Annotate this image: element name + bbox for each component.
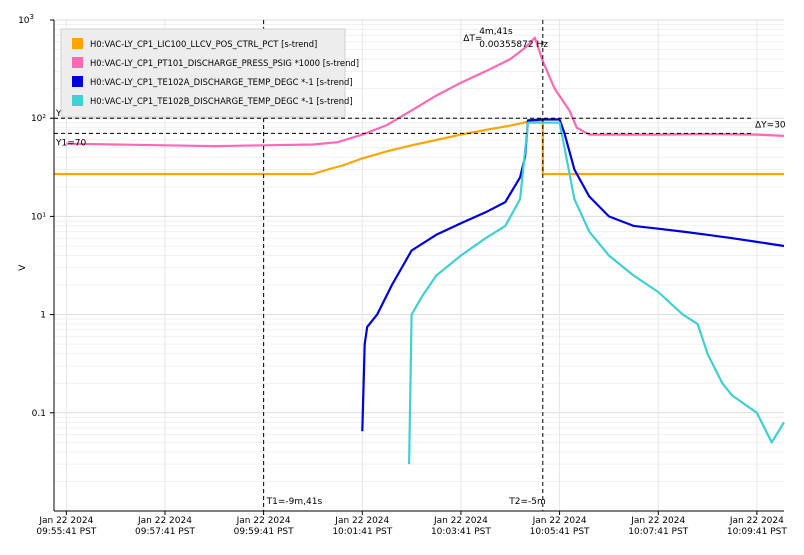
- x-tick-time: 10:09:41 PST: [727, 527, 787, 537]
- x-tick-time: 10:05:41 PST: [530, 527, 590, 537]
- legend-box: [60, 28, 346, 118]
- legend-entry: H0:VAC-LY_CP1_TE102A_DISCHARGE_TEMP_DEGC…: [90, 77, 353, 87]
- x-tick-time: 09:55:41 PST: [36, 527, 96, 537]
- legend-swatch: [72, 76, 83, 87]
- x-tick-label: Jan 22 2024: [433, 516, 488, 526]
- x-tick-time: 09:59:41 PST: [234, 527, 294, 537]
- x-tick-time: 10:07:41 PST: [628, 527, 688, 537]
- cursor-layer: T1=-9m,41sT2=-5mY1=70Y2=100ΔT=4m,41s0.00…: [54, 20, 786, 511]
- x-tick-label: Jan 22 2024: [729, 516, 784, 526]
- legend-entry: H0:VAC-LY_CP1_TE102B_DISCHARGE_TEMP_DEGC…: [90, 96, 353, 106]
- series-layer: [54, 36, 785, 465]
- series-discharge-press-line: [66, 36, 785, 148]
- x-tick-label: Jan 22 2024: [38, 516, 93, 526]
- x-tick-label: Jan 22 2024: [630, 516, 685, 526]
- x-tick-label: Jan 22 2024: [137, 516, 192, 526]
- x-tick-label: Jan 22 2024: [236, 516, 291, 526]
- series-te102a-temp-line: [361, 118, 785, 432]
- x-tick-time: 10:01:41 PST: [332, 527, 392, 537]
- legend-entry: H0:VAC-LY_CP1_PT101_DISCHARGE_PRESS_PSIG…: [90, 58, 359, 68]
- delta-y-label: ΔY=30: [755, 120, 786, 130]
- legend-swatch: [72, 95, 83, 106]
- y-tick-label: 1: [40, 311, 46, 321]
- y-tick-label: 10¹: [31, 212, 46, 222]
- x-tick-time: 09:57:41 PST: [135, 527, 195, 537]
- legend-entry: H0:VAC-LY_CP1_LIC100_LLCV_POS_CTRL_PCT […: [90, 39, 317, 49]
- grid: [54, 19, 784, 511]
- legend-swatch: [72, 38, 83, 49]
- y-tick-label: 103: [18, 13, 34, 26]
- x-tick-label: Jan 22 2024: [532, 516, 587, 526]
- legend[interactable]: H0:VAC-LY_CP1_LIC100_LLCV_POS_CTRL_PCT […: [60, 28, 359, 118]
- cursor-y1-label: Y1=70: [55, 138, 86, 148]
- cursor-t1-label: T1=-9m,41s: [266, 497, 323, 507]
- legend-swatch: [72, 57, 83, 68]
- delta-t-frequency: 0.00355872 Hz: [479, 40, 548, 50]
- x-tick-time: 10:03:41 PST: [431, 527, 491, 537]
- y-tick-label: 10²: [31, 114, 46, 124]
- delta-t-value: 4m,41s: [479, 27, 513, 37]
- cursor-t2-label: T2=-5m: [508, 497, 546, 507]
- x-tick-label: Jan 22 2024: [334, 516, 389, 526]
- delta-t-label: ΔT=: [463, 34, 482, 44]
- y-tick-label: 0.1: [32, 409, 46, 419]
- series-te102b-temp-line: [408, 121, 785, 465]
- y-axis-label: V: [18, 264, 28, 271]
